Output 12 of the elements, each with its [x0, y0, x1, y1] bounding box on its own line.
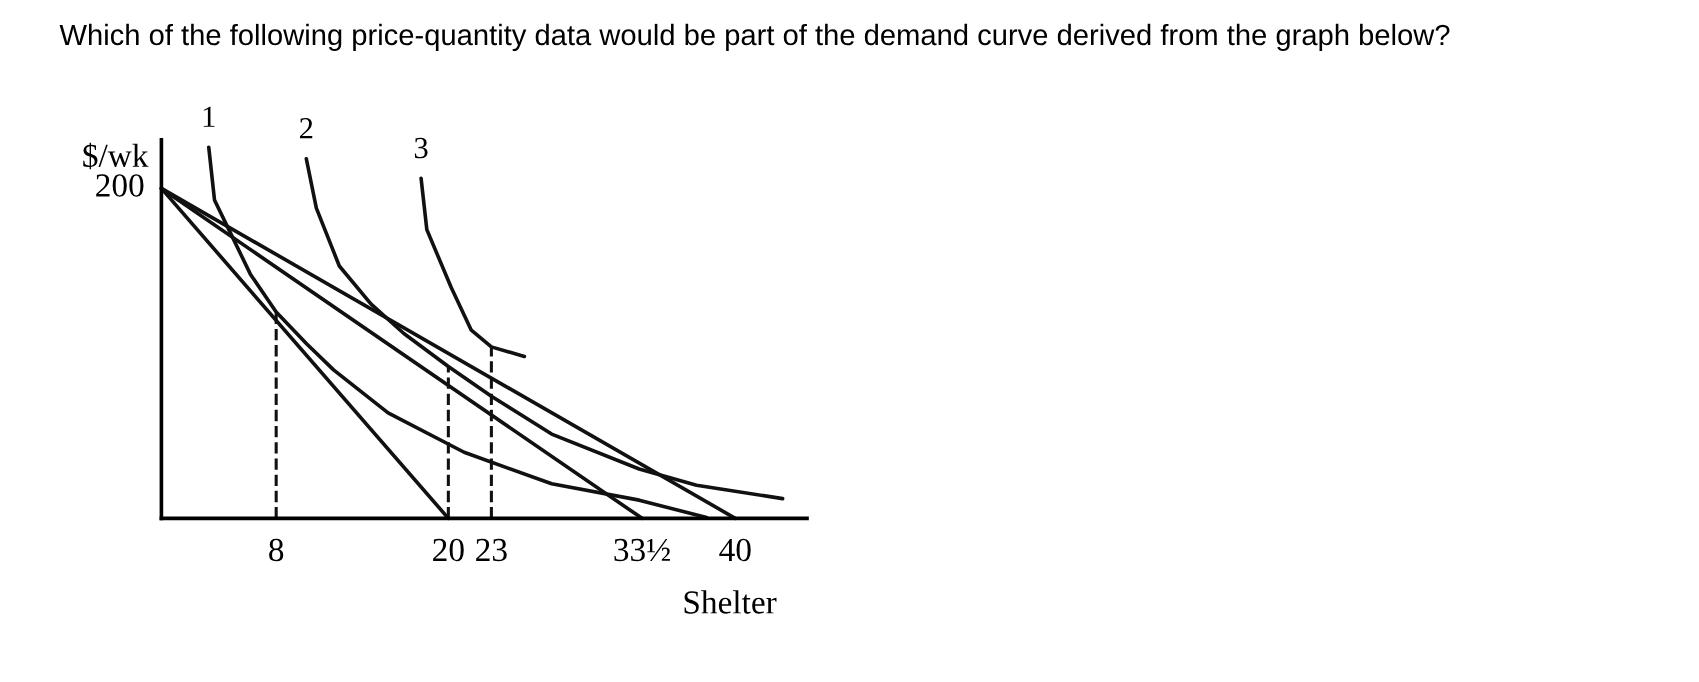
- x-tick-label: 40: [719, 538, 751, 562]
- y-axis-title: $/wk: [83, 142, 149, 170]
- x-tick-label: 20: [433, 538, 464, 562]
- x-tick-label: 33½: [614, 538, 670, 562]
- series-label: 2: [300, 118, 313, 139]
- x-axis-title: Shelter: [684, 590, 777, 614]
- chart-title: Which of the following price-quantity data would be part of the demand curve derived from the graph below?: [59, 23, 1450, 52]
- x-tick-label: 23: [476, 538, 507, 562]
- x-tick-label: 8: [269, 538, 284, 562]
- series-label: 1: [203, 106, 215, 127]
- series-label: 3: [414, 137, 428, 159]
- annotation: 200: [96, 174, 144, 197]
